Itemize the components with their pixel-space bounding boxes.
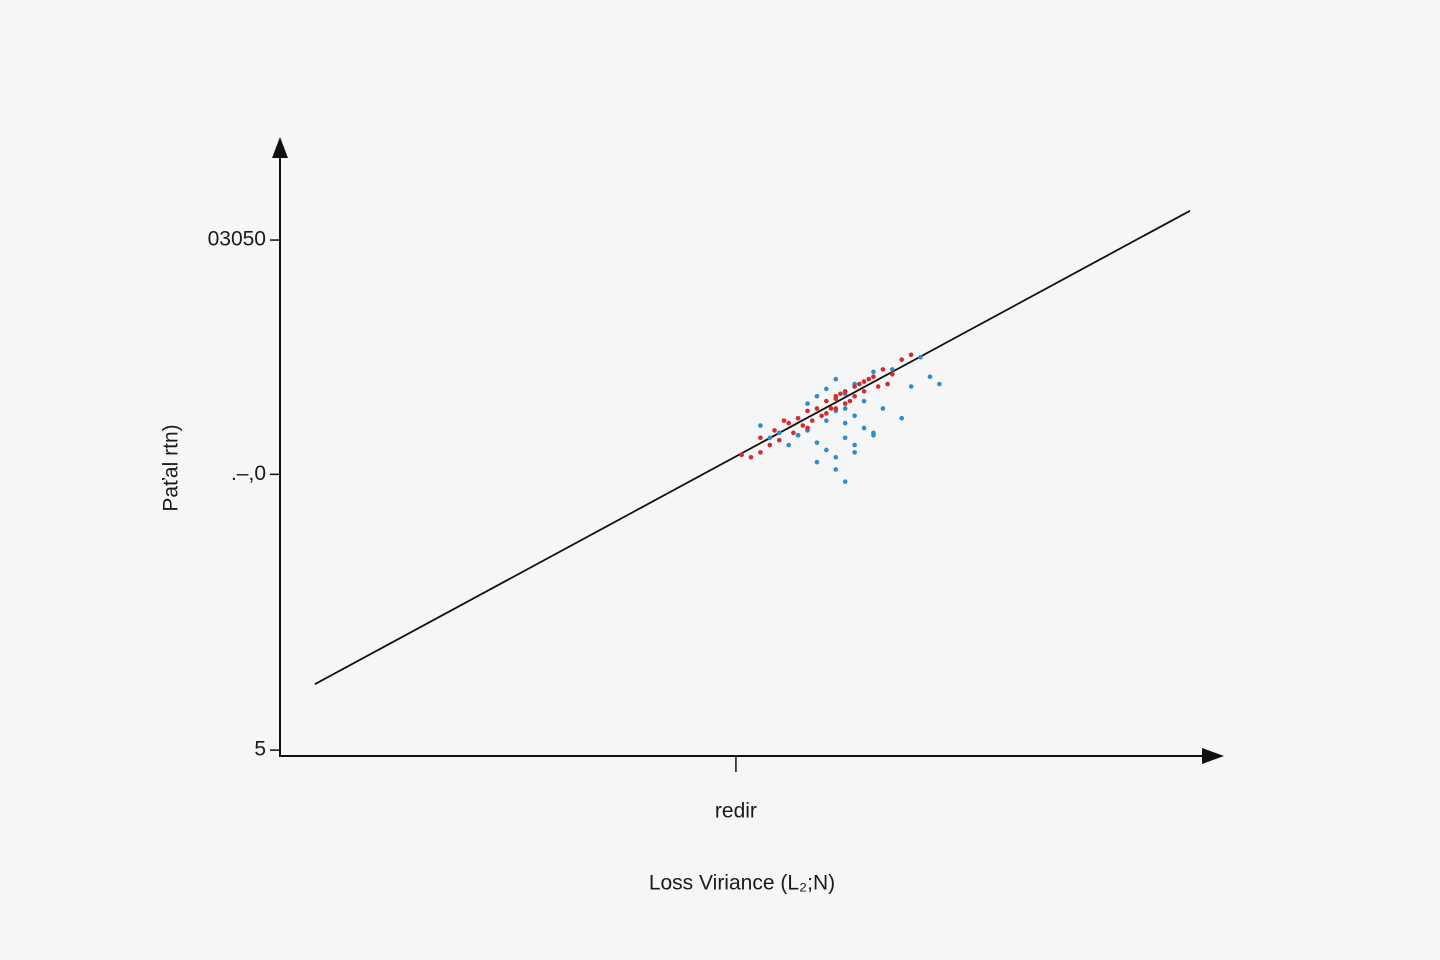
scatter-point (776, 437, 782, 443)
scatter-point (866, 376, 872, 382)
scatter-point (814, 406, 820, 411)
scatter-point (824, 411, 829, 416)
scatter-point (838, 391, 843, 397)
x-axis-label: Loss Viriance (L₂;N) (649, 872, 835, 895)
x-axis-arrow (1202, 748, 1224, 764)
scatter-point (833, 406, 839, 411)
scatter-point (880, 367, 886, 372)
scatter-point (833, 396, 839, 401)
scatter-point (880, 406, 886, 411)
scatter-point (899, 415, 905, 421)
scatter-point (814, 459, 820, 465)
scatter-point (809, 418, 815, 423)
scatter-point (885, 381, 890, 387)
scatter-point (819, 413, 824, 419)
scatter-point (875, 384, 881, 389)
scatter-point (899, 357, 905, 362)
scatter-point (908, 352, 914, 358)
scatter-point (805, 401, 810, 406)
scatter-point (842, 401, 848, 406)
y-axis-arrow (272, 137, 288, 158)
scatter-point (842, 479, 848, 484)
scatter-point (927, 374, 933, 380)
scatter-point (852, 384, 857, 389)
scatter-point (781, 418, 787, 423)
scatter-point (824, 447, 829, 453)
scatter-point (795, 415, 801, 421)
x-tick-label: redir (715, 800, 757, 823)
y-axis-label: Paťal rtn) (160, 424, 183, 511)
scatter-point (857, 381, 862, 387)
scatter-point (847, 398, 853, 404)
scatter-point (805, 425, 810, 431)
scatter-point (767, 442, 773, 448)
scatter-point (758, 450, 763, 455)
scatter-point (861, 389, 867, 394)
scatter-point (842, 406, 848, 411)
scatter-point (871, 430, 876, 436)
scatter-point (852, 450, 857, 455)
scatter-point (842, 435, 848, 441)
scatter-point (767, 435, 773, 441)
scatter-point (786, 442, 791, 448)
scatter-point (824, 418, 829, 423)
scatter-point (814, 393, 820, 399)
scatter-point (786, 420, 791, 426)
y-tick-label: 5 (254, 738, 266, 761)
scatter-point (861, 425, 867, 431)
scatter-point (824, 398, 829, 404)
scatter-point (871, 374, 876, 380)
fit-line (314, 209, 1191, 686)
scatter-point (833, 376, 839, 382)
scatter-point (833, 467, 839, 472)
scatter-point (824, 386, 829, 392)
scatter-point (833, 454, 839, 460)
y-tick-label: .–,0 (231, 462, 266, 485)
scatter-point (828, 406, 834, 411)
scatter-point (776, 430, 782, 436)
scatter-point (758, 435, 763, 441)
scatter-point (852, 413, 857, 419)
scatter-point (861, 379, 867, 384)
scatter-point (890, 371, 895, 377)
scatter-point (748, 454, 754, 460)
scatter-point (918, 354, 923, 360)
scatter-point (861, 398, 867, 404)
scatter-point (791, 430, 796, 436)
y-tick-label: 03050 (208, 228, 266, 251)
scatter-point (842, 389, 848, 394)
scatter-point (795, 432, 801, 438)
scatter-point (814, 440, 820, 445)
scatter-point (739, 452, 744, 458)
scatter-point (805, 408, 810, 414)
scatter-point (871, 369, 876, 375)
scatter-point (937, 381, 942, 387)
scatter-point (800, 423, 806, 428)
scatter-point (908, 384, 914, 389)
scatter-point (852, 442, 857, 448)
scatter-point (852, 393, 857, 399)
scatter-point (890, 367, 895, 372)
scatter-point (758, 423, 763, 428)
scatter-point (842, 420, 848, 426)
scatter-point (772, 428, 777, 433)
